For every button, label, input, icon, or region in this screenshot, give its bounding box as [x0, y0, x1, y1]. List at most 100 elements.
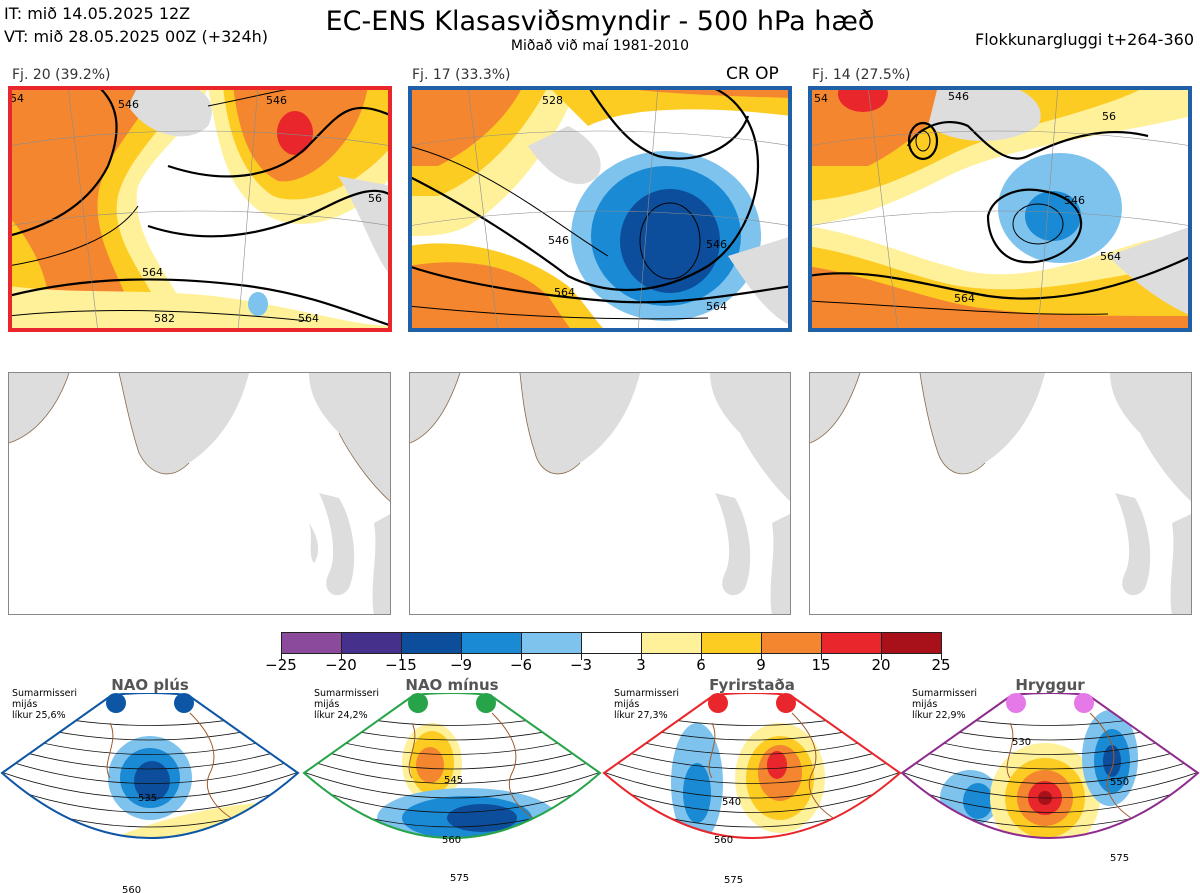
contour-label: 546	[548, 234, 569, 247]
anomaly-blob	[963, 783, 993, 819]
regime-contour-label: 535	[138, 793, 157, 804]
contour-line	[604, 754, 900, 784]
contour-line	[304, 754, 600, 784]
regime-info-line: mijás	[912, 699, 938, 710]
contour-line	[304, 780, 600, 813]
colorbar-tick-mark	[581, 654, 582, 660]
regime-info-line: mijás	[12, 699, 38, 710]
colorbar-tick-mark	[281, 654, 282, 660]
regime-fan: 545 560 575	[302, 693, 602, 884]
regime-contour-label: 560	[122, 885, 141, 893]
regime-info-line: líkur 27,3%	[614, 710, 668, 721]
cluster-1-map-graphic	[8, 86, 392, 332]
issue-time: IT: mið 14.05.2025 12Z	[4, 4, 191, 23]
contour-label: 546	[706, 238, 727, 251]
colorbar	[281, 632, 942, 654]
regime-contour-label: 575	[724, 875, 743, 886]
regime-contour-label: 575	[450, 873, 469, 884]
regime-info-line: Sumarmisseri	[614, 688, 680, 699]
contour-line	[602, 846, 902, 885]
contour-label: 528	[542, 94, 563, 107]
empty-map-1-graphic	[9, 373, 390, 614]
contour-label: 564	[142, 266, 163, 279]
colorbar-tick-mark	[881, 654, 882, 660]
cluster-1-map[interactable]: 546 546 564 582 564 56 54	[8, 86, 392, 332]
colorbar-segment	[342, 633, 402, 653]
regime-info-line: mijás	[614, 699, 640, 710]
contour-label: 564	[554, 286, 575, 299]
contour-line	[902, 780, 1198, 813]
anomaly-blob	[447, 804, 517, 832]
empty-map-2[interactable]	[409, 372, 791, 615]
regime-marker-dot	[1074, 693, 1094, 713]
cluster-3-label: Fj. 14 (27.5%)	[812, 67, 911, 83]
colorbar-segment	[282, 633, 342, 653]
contour-label: 546	[948, 90, 969, 103]
regime-contour-label: 560	[714, 835, 733, 846]
regime-info: Sumarmisseri mijás líkur 27,3%	[614, 688, 679, 721]
empty-map-1[interactable]	[8, 372, 391, 615]
regime-title: NAO mínus	[405, 676, 499, 694]
contour-line	[902, 741, 1198, 770]
colorbar-tick-label: 25	[931, 656, 951, 674]
coastline	[106, 712, 251, 838]
cluster-3-map[interactable]: 546 546 564 564 54 56	[808, 86, 1192, 332]
anomaly-blob	[1103, 745, 1121, 777]
regime-info: Sumarmisseri mijás líkur 25,6%	[12, 688, 77, 721]
cluster-3-map-graphic	[808, 86, 1192, 332]
contour-line	[2, 754, 298, 784]
coastline	[708, 712, 853, 838]
cluster-1-label: Fj. 20 (39.2%)	[12, 67, 111, 83]
regime-info-line: líkur 25,6%	[12, 710, 66, 721]
empty-map-2-graphic	[410, 373, 790, 614]
colorbar-segment	[702, 633, 762, 653]
regime-fan-border	[602, 693, 902, 839]
contour-label: 546	[118, 98, 139, 111]
empty-map-3[interactable]	[809, 372, 1192, 615]
colorbar-tick-label: 3	[636, 656, 646, 674]
cluster-2-label: Fj. 17 (33.3%)	[412, 67, 511, 83]
regime-title: Fyrirstaða	[709, 676, 795, 694]
contour-label: 54	[814, 92, 828, 105]
contour-label: 546	[1064, 194, 1085, 207]
regime-contour-label: 540	[722, 797, 741, 808]
colorbar-segment	[582, 633, 642, 653]
colorbar-segment	[462, 633, 522, 653]
contour-line	[604, 741, 900, 770]
anomaly-blob	[767, 751, 787, 779]
regime-info: Sumarmisseri mijás líkur 24,2%	[314, 688, 379, 721]
colorbar-segment	[522, 633, 582, 653]
page-title: EC-ENS Klasasviðsmyndir - 500 hPa hæð	[325, 6, 875, 37]
regime-info-line: Sumarmisseri	[12, 688, 78, 699]
regime-contour-label: 530	[1012, 737, 1031, 748]
contour-line	[304, 767, 600, 799]
colorbar-tick-label: −9	[449, 656, 473, 674]
contour-line	[2, 767, 298, 799]
regime-info-line: líkur 24,2%	[314, 710, 368, 721]
contour-line	[902, 754, 1198, 784]
contour-label: 56	[368, 192, 382, 205]
regime-fan-border	[302, 693, 602, 839]
colorbar-tick-label: −25	[265, 656, 297, 674]
contour-line	[0, 846, 300, 885]
cluster-2-tag: CR OP	[726, 64, 779, 84]
regime-contour-label: 560	[442, 835, 461, 846]
regime-fan-border	[0, 693, 300, 839]
regime-contour-label: 575	[1110, 853, 1129, 864]
empty-map-3-graphic	[810, 373, 1191, 614]
contour-line	[2, 741, 298, 770]
colorbar-tick-label: 20	[871, 656, 891, 674]
cluster-2-map[interactable]: 528 546 546 564 564	[408, 86, 792, 332]
colorbar-segment	[402, 633, 462, 653]
regime-info: Sumarmisseri mijás líkur 22,9%	[912, 688, 977, 721]
contour-line	[304, 741, 600, 770]
coastline	[408, 712, 553, 838]
coastline	[1006, 712, 1151, 838]
header-info: IT: mið 14.05.2025 12Z VT: mið 28.05.202…	[4, 2, 268, 48]
anomaly-blob	[416, 747, 444, 783]
contour-line	[902, 767, 1198, 799]
colorbar-segment	[762, 633, 822, 653]
colorbar-tick-mark	[461, 654, 462, 660]
colorbar-tick-mark	[701, 654, 702, 660]
colorbar-tick-label: 9	[756, 656, 766, 674]
